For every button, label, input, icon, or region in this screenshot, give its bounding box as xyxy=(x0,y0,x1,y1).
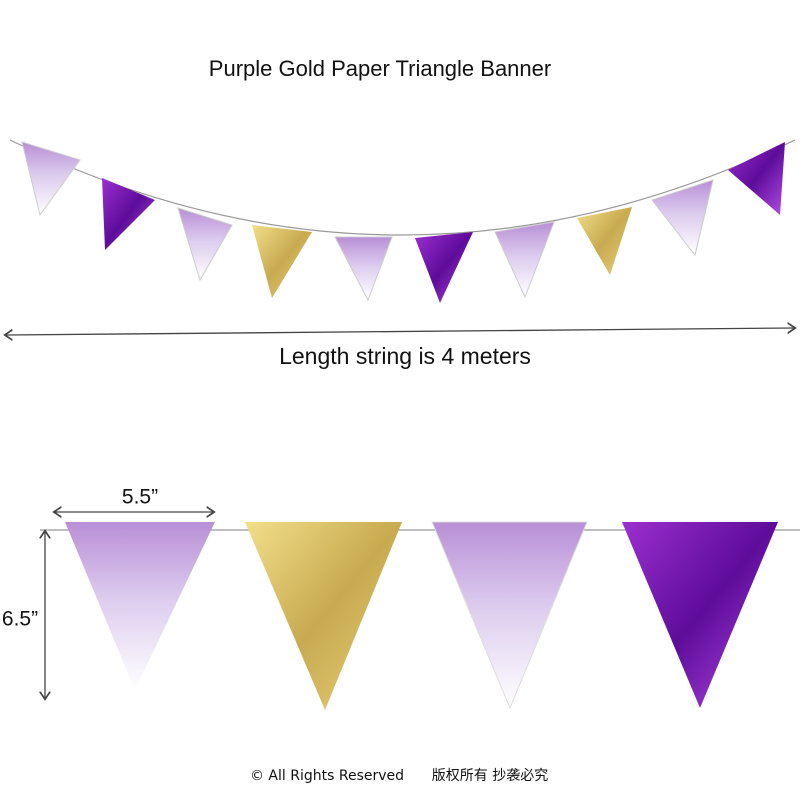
flag xyxy=(21,141,81,217)
flag xyxy=(334,236,393,302)
top-banner xyxy=(9,139,796,303)
title: Purple Gold Paper Triangle Banner xyxy=(209,56,551,81)
length-arrow xyxy=(6,328,794,335)
height-label: 6.5” xyxy=(2,608,38,631)
flag xyxy=(431,521,588,710)
flag xyxy=(65,522,215,690)
flag xyxy=(252,225,312,298)
flag xyxy=(651,179,714,257)
flag xyxy=(577,207,632,275)
flag xyxy=(177,207,233,282)
rights: © All Rights Reserved xyxy=(250,768,404,784)
bottom-banner xyxy=(40,521,800,710)
flag xyxy=(728,142,785,215)
flag xyxy=(494,221,555,299)
rights-chinese: 版权所有 抄袭必究 xyxy=(432,768,548,784)
flag xyxy=(245,522,402,710)
flag xyxy=(622,522,778,708)
flag xyxy=(102,178,155,250)
flag xyxy=(415,232,473,303)
length-label: Length string is 4 meters xyxy=(279,343,531,369)
width-label: 5.5” xyxy=(122,486,158,509)
